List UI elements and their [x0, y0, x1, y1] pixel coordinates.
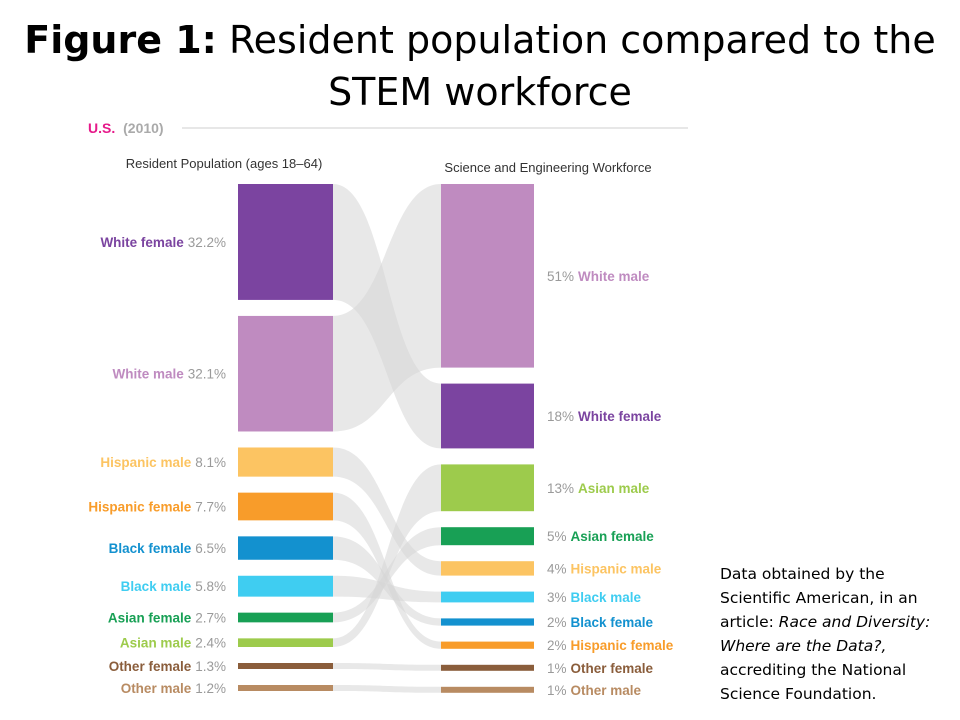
left-label-white-male: White male 32.1% [112, 367, 226, 382]
left-label-white-female: White female 32.2% [100, 235, 226, 250]
right-label-other-male: 1% Other male [547, 683, 642, 698]
right-bar-other-male [441, 686, 534, 693]
source-note-text: Data obtained by the Scientific American… [720, 565, 918, 631]
left-label-other-female: Other female 1.3% [109, 659, 226, 674]
left-bar-other-male [238, 685, 333, 691]
right-bar-other-female [441, 664, 534, 671]
region-label: U.S. (2010) [88, 120, 164, 136]
figure-number: Figure 1: [24, 18, 217, 62]
left-bar-hispanic-female [238, 492, 333, 521]
left-bar-hispanic-male [238, 447, 333, 477]
title-line1: Resident population compared to the [228, 18, 936, 62]
left-label-other-male: Other male 1.2% [121, 681, 226, 696]
right-bar-black-female [441, 618, 534, 626]
source-note-credit: accrediting the National Science Foundat… [720, 661, 907, 703]
flow-band-other-male [333, 685, 441, 693]
right-bar-white-female [441, 383, 534, 449]
bars [238, 184, 534, 693]
right-label-white-male: 51% White male [547, 269, 650, 284]
right-column-header: Science and Engineering Workforce [444, 160, 651, 175]
left-column-header: Resident Population (ages 18–64) [126, 156, 323, 171]
left-label-black-male: Black male 5.8% [121, 579, 226, 594]
right-bar-white-male [441, 184, 534, 368]
right-bar-hispanic-female [441, 641, 534, 649]
flow-bands [333, 184, 441, 693]
right-bar-hispanic-male [441, 561, 534, 576]
left-label-asian-female: Asian female 2.7% [108, 611, 226, 626]
figure-title: Figure 1: Resident population compared t… [0, 14, 960, 118]
article-title: Race and Diversity: Where are the Data?, [720, 613, 931, 655]
left-bar-black-female [238, 536, 333, 560]
right-label-white-female: 18% White female [547, 409, 662, 424]
right-label-hispanic-female: 2% Hispanic female [547, 638, 674, 653]
right-label-other-female: 1% Other female [547, 661, 654, 676]
flow-band-asian-male [333, 464, 441, 647]
left-bar-asian-female [238, 612, 333, 623]
left-bar-white-male [238, 315, 333, 432]
right-label-black-female: 2% Black female [547, 615, 654, 630]
flow-band-other-female [333, 663, 441, 671]
flow-band-hispanic-male [333, 447, 441, 576]
flow-band-black-male [333, 575, 441, 603]
left-bar-asian-male [238, 638, 333, 647]
left-bar-white-female [238, 184, 333, 300]
right-label-hispanic-male: 4% Hispanic male [547, 561, 662, 576]
right-bar-asian-male [441, 464, 534, 512]
left-bar-other-female [238, 663, 333, 669]
left-label-hispanic-female: Hispanic female 7.7% [88, 500, 226, 515]
right-label-asian-male: 13% Asian male [547, 481, 650, 496]
right-bar-asian-female [441, 527, 534, 546]
left-label-asian-male: Asian male 2.4% [120, 636, 226, 651]
left-label-black-female: Black female 6.5% [109, 541, 226, 556]
left-bar-black-male [238, 575, 333, 597]
left-label-hispanic-male: Hispanic male 8.1% [100, 455, 226, 470]
flow-band-white-male [333, 184, 441, 432]
right-bar-black-male [441, 591, 534, 603]
source-note: Data obtained by the Scientific American… [720, 562, 956, 706]
right-label-asian-female: 5% Asian female [547, 529, 654, 544]
right-label-black-male: 3% Black male [547, 590, 642, 605]
title-line2: STEM workforce [328, 70, 632, 114]
bar-labels: White female 32.2% White male 32.1% Hispanic… [88, 235, 673, 698]
